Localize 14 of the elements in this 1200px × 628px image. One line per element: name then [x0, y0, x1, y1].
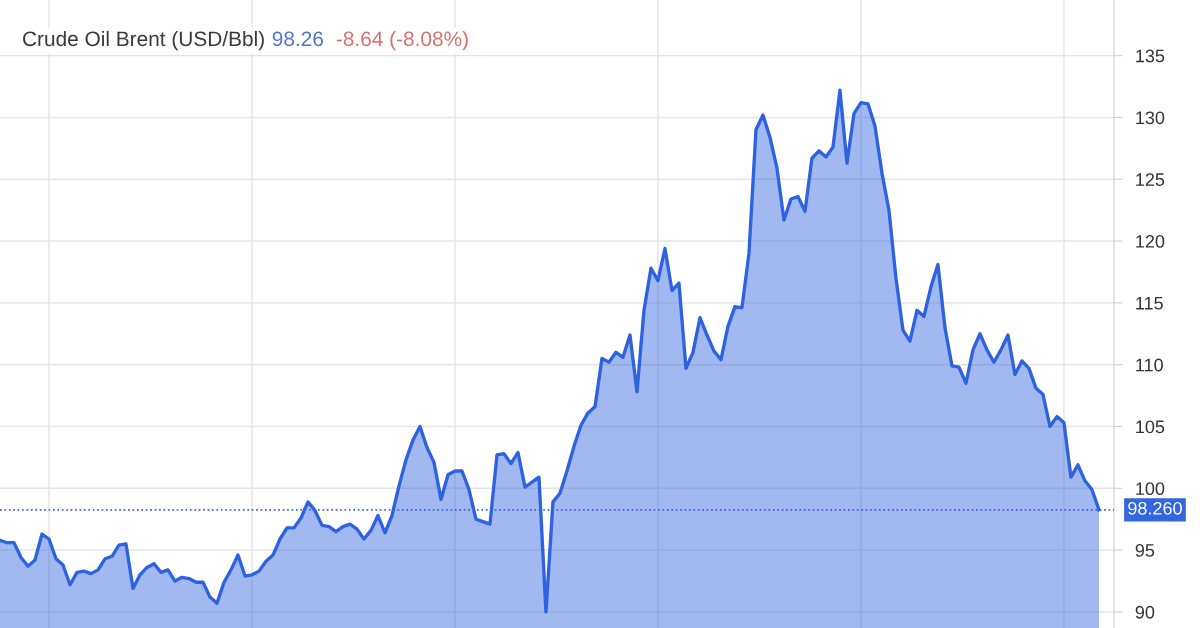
y-tick-label: 115: [1136, 296, 1163, 310]
annotation: 98.26: [272, 31, 323, 47]
y-tick-label: 95: [1135, 544, 1155, 557]
y-tick-label: 120: [1136, 235, 1165, 248]
y-tick-label: 130: [1136, 111, 1165, 125]
y-tick-label: 100: [1136, 482, 1165, 496]
y-tick-label: 90: [1135, 605, 1155, 619]
annotation: -8.64 (-8.08%): [336, 30, 468, 51]
text: Crude Oil Brent (USD/Bbl): [23, 30, 264, 51]
y-tick-label: 125: [1136, 173, 1165, 186]
y-tick-label: 110: [1136, 358, 1163, 372]
y-tick-label: 135: [1136, 49, 1165, 63]
y-tick-label: 105: [1136, 420, 1165, 434]
ref-line-label: 98.260: [1128, 501, 1182, 515]
